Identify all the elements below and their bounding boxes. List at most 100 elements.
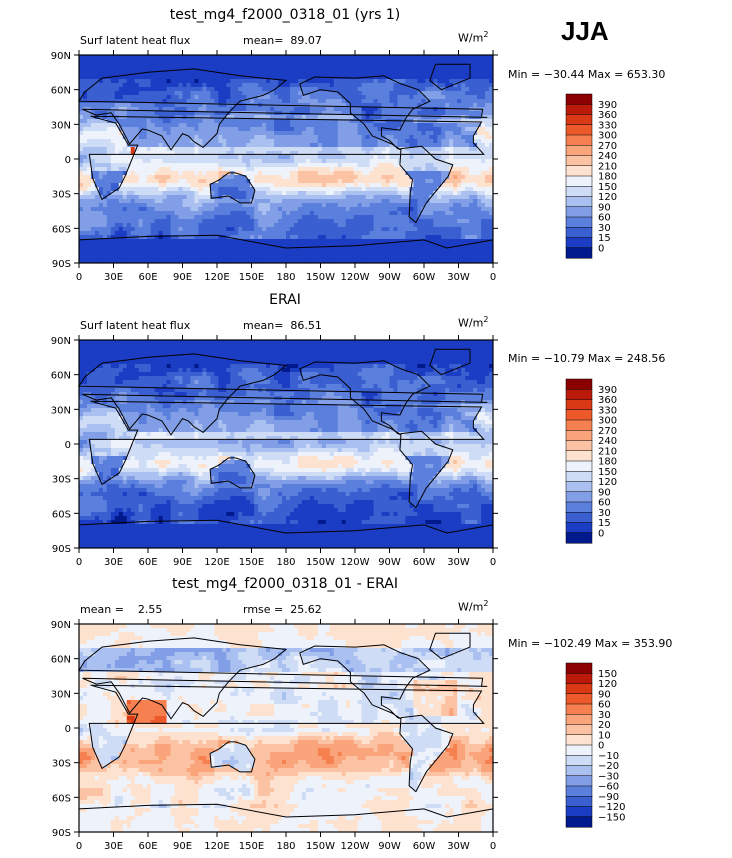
map-cell — [305, 115, 311, 120]
map-cell — [146, 191, 152, 196]
map-cell — [473, 199, 478, 204]
map-cell — [313, 179, 319, 184]
map-cell — [445, 83, 450, 88]
map-cell — [321, 59, 327, 64]
map-cell — [353, 203, 359, 208]
map-cell — [154, 67, 160, 72]
map-cell — [337, 179, 343, 184]
map-cell — [158, 211, 163, 216]
map-cell — [110, 111, 116, 116]
map-cell — [477, 55, 482, 60]
map-cell — [258, 191, 263, 196]
map-cell — [242, 115, 247, 120]
map-cell — [301, 127, 307, 132]
map-cell — [194, 187, 199, 192]
map-cell — [82, 171, 88, 176]
map-cell — [234, 203, 239, 208]
map-cell — [234, 211, 239, 216]
map-cell — [481, 123, 486, 128]
map-cell — [477, 219, 482, 224]
map-cell — [477, 159, 482, 164]
map-cell — [274, 191, 279, 196]
map-cell — [333, 171, 339, 176]
map-cell — [230, 187, 235, 192]
map-cell — [118, 243, 124, 248]
map-cell — [373, 215, 378, 220]
map-cell — [238, 143, 243, 148]
map-cell — [417, 231, 422, 236]
map-cell — [278, 215, 283, 220]
map-cell — [337, 143, 343, 148]
map-cell — [301, 179, 307, 184]
map-cell — [278, 143, 283, 148]
map-cell — [106, 191, 112, 196]
map-cell — [445, 179, 450, 184]
map-cell — [270, 87, 275, 92]
map-cell — [313, 243, 319, 248]
map-cell — [321, 243, 327, 248]
map-cell — [102, 95, 108, 100]
map-cell — [389, 119, 394, 124]
map-cell — [477, 131, 482, 136]
map-cell — [405, 187, 410, 192]
map-cell — [258, 231, 263, 236]
map-cell — [349, 239, 355, 244]
map-cell — [425, 211, 430, 216]
map-cell — [222, 175, 227, 180]
map-cell — [146, 119, 152, 124]
map-cell — [246, 167, 251, 172]
map-cell — [206, 159, 211, 164]
map-cell — [262, 243, 267, 248]
map-cell — [286, 187, 291, 192]
map-cell — [349, 115, 355, 120]
map-cell — [353, 211, 359, 216]
map-cell — [82, 95, 88, 100]
map-cell — [98, 183, 104, 188]
map-cell — [190, 171, 195, 176]
map-cell — [242, 203, 247, 208]
map-cell — [413, 63, 418, 68]
map-cell — [262, 179, 267, 184]
map-cell — [79, 175, 84, 180]
map-cell — [258, 135, 263, 140]
map-cell — [377, 151, 382, 156]
map-cell — [102, 155, 108, 160]
map-cell — [461, 99, 466, 104]
map-cell — [274, 83, 279, 88]
map-cell — [126, 67, 132, 72]
map-cell — [429, 115, 434, 120]
map-cell — [345, 59, 351, 64]
map-cell — [369, 107, 374, 112]
map-cell — [337, 103, 343, 108]
map-cell — [246, 235, 251, 240]
map-cell — [325, 87, 331, 92]
map-cell — [413, 195, 418, 200]
map-cell — [361, 207, 367, 212]
map-cell — [226, 227, 231, 232]
map-cell — [114, 99, 120, 104]
map-cell — [393, 159, 398, 164]
map-cell — [477, 179, 482, 184]
map-cell — [94, 95, 100, 100]
map-cell — [397, 191, 402, 196]
map-cell — [461, 227, 466, 232]
map-cell — [222, 203, 227, 208]
map-cell — [118, 103, 124, 108]
map-cell — [309, 147, 315, 152]
map-cell — [282, 59, 287, 64]
map-cell — [118, 239, 124, 244]
map-cell — [321, 163, 327, 168]
map-cell — [309, 191, 315, 196]
map-cell — [449, 239, 454, 244]
map-cell — [186, 59, 191, 64]
map-cell — [146, 219, 152, 224]
map-cell — [122, 227, 128, 232]
map-cell — [373, 219, 378, 224]
map-cell — [130, 79, 136, 84]
map-cell — [138, 187, 144, 192]
map-cell — [293, 75, 299, 80]
map-cell — [94, 87, 100, 92]
map-cell — [413, 123, 418, 128]
map-cell — [341, 155, 347, 160]
map-cell — [106, 211, 112, 216]
